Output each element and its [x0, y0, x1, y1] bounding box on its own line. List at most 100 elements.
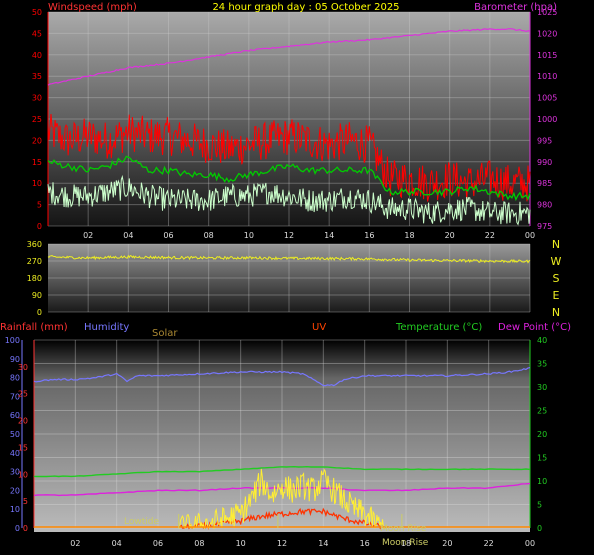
humidity-tick: 50: [10, 430, 20, 439]
compass-label: S: [553, 272, 560, 285]
barometer-tick: 1015: [537, 51, 557, 60]
direction-tick: 270: [27, 257, 42, 266]
barometer-axis-label: Barometer (hpa): [474, 2, 557, 13]
bottom-x-tick: 22: [484, 539, 494, 548]
bottom-x-tick: 14: [318, 539, 328, 548]
windspeed-line: [47, 113, 531, 202]
temperature-tick: 20: [537, 430, 547, 439]
rainfall-tick: 10: [18, 470, 28, 479]
top-x-tick: 06: [163, 231, 173, 240]
temperature-line: [33, 465, 531, 478]
temperature-tick: 0: [537, 524, 542, 533]
windspeed-tick: 30: [32, 94, 42, 103]
temperature-tick: 25: [537, 407, 547, 416]
barometer-tick: 1020: [537, 29, 557, 38]
lowtide-label: Lowtide: [124, 517, 159, 527]
wind-direction-line: [47, 254, 531, 264]
windspeed-tick: 25: [32, 115, 42, 124]
series-layer: [33, 28, 531, 530]
windspeed-tick: 0: [37, 222, 42, 231]
barometer-tick: 990: [537, 158, 552, 167]
top-x-tick: 08: [204, 231, 214, 240]
legend-rainfall: Rainfall (mm): [0, 322, 68, 333]
legend-dewpoint: Dew Point (°C): [498, 322, 571, 333]
bottom-x-tick: 04: [112, 539, 122, 548]
humidity-line: [33, 367, 531, 387]
barometer-tick: 985: [537, 179, 552, 188]
compass-label: E: [553, 289, 560, 302]
gust-line: [47, 174, 531, 226]
temperature-tick: 30: [537, 383, 547, 392]
moonrise-label-1: Moon Rise: [380, 524, 427, 534]
compass-label: N: [552, 238, 560, 251]
temperature-tick: 35: [537, 360, 547, 369]
moonrise-label-2: Moon Rise: [382, 538, 429, 548]
direction-tick: 360: [27, 240, 42, 249]
windspeed-tick: 15: [32, 158, 42, 167]
bottom-x-tick: 20: [442, 539, 452, 548]
chart-title: 24 hour graph day : 05 October 2025: [212, 2, 399, 13]
top-x-tick: 04: [123, 231, 133, 240]
barometer-line: [47, 28, 531, 86]
bottom-x-tick: 12: [277, 539, 287, 548]
windspeed-tick: 40: [32, 51, 42, 60]
bottom-x-tick: 00: [525, 539, 535, 548]
top-x-tick: 18: [404, 231, 414, 240]
top-x-tick: 12: [284, 231, 294, 240]
windspeed-tick: 10: [32, 179, 42, 188]
compass-label: W: [551, 255, 562, 268]
humidity-tick: 80: [10, 374, 20, 383]
legend-uv: UV: [312, 322, 326, 333]
windspeed-tick: 20: [32, 136, 42, 145]
humidity-tick: 100: [5, 336, 20, 345]
barometer-tick: 975: [537, 222, 552, 231]
windspeed-tick: 50: [32, 8, 42, 17]
rainfall-tick: 5: [23, 497, 28, 506]
temperature-tick: 5: [537, 501, 542, 510]
windspeed-tick: 35: [32, 72, 42, 81]
barometer-tick: 980: [537, 201, 552, 210]
windspeed-tick: 5: [37, 201, 42, 210]
compass-label: N: [552, 306, 560, 319]
legend-solar: Solar: [152, 328, 178, 339]
legend-humidity: Humidity: [84, 322, 129, 333]
barometer-tick: 1000: [537, 115, 557, 124]
rainfall-tick: 20: [18, 417, 28, 426]
temperature-tick: 15: [537, 454, 547, 463]
top-x-tick: 20: [445, 231, 455, 240]
humidity-tick: 70: [10, 392, 20, 401]
direction-tick: 180: [27, 274, 42, 283]
bottom-x-tick: 08: [194, 539, 204, 548]
rainfall-tick: 25: [18, 390, 28, 399]
average-wind-line: [47, 155, 531, 202]
humidity-tick: 0: [15, 524, 20, 533]
bottom-x-tick: 18: [401, 539, 411, 548]
top-x-tick: 10: [244, 231, 254, 240]
bottom-x-tick: 02: [70, 539, 80, 548]
rainfall-tick: 15: [18, 443, 28, 452]
bottom-x-tick: 06: [153, 539, 163, 548]
top-x-tick: 02: [83, 231, 93, 240]
top-x-tick: 16: [364, 231, 374, 240]
bottom-x-tick: 10: [236, 539, 246, 548]
temperature-tick: 10: [537, 477, 547, 486]
windspeed-axis-label: Windspeed (mph): [48, 2, 137, 13]
bottom-x-tick: 16: [360, 539, 370, 548]
tick-labels: 0510152025303540455097598098599099510001…: [5, 8, 562, 548]
humidity-tick: 40: [10, 449, 20, 458]
rainfall-tick: 30: [18, 363, 28, 372]
windspeed-tick: 45: [32, 29, 42, 38]
direction-tick: 90: [32, 291, 42, 300]
humidity-tick: 20: [10, 486, 20, 495]
direction-tick: 0: [37, 308, 42, 317]
solar-line: [178, 468, 386, 530]
legend-temperature: Temperature (°C): [395, 322, 482, 333]
top-x-tick: 14: [324, 231, 334, 240]
barometer-tick: 1010: [537, 72, 557, 81]
rainfall-tick: 0: [23, 524, 28, 533]
humidity-tick: 60: [10, 411, 20, 420]
top-x-tick: 00: [525, 231, 535, 240]
barometer-tick: 1005: [537, 94, 557, 103]
humidity-tick: 90: [10, 355, 20, 364]
